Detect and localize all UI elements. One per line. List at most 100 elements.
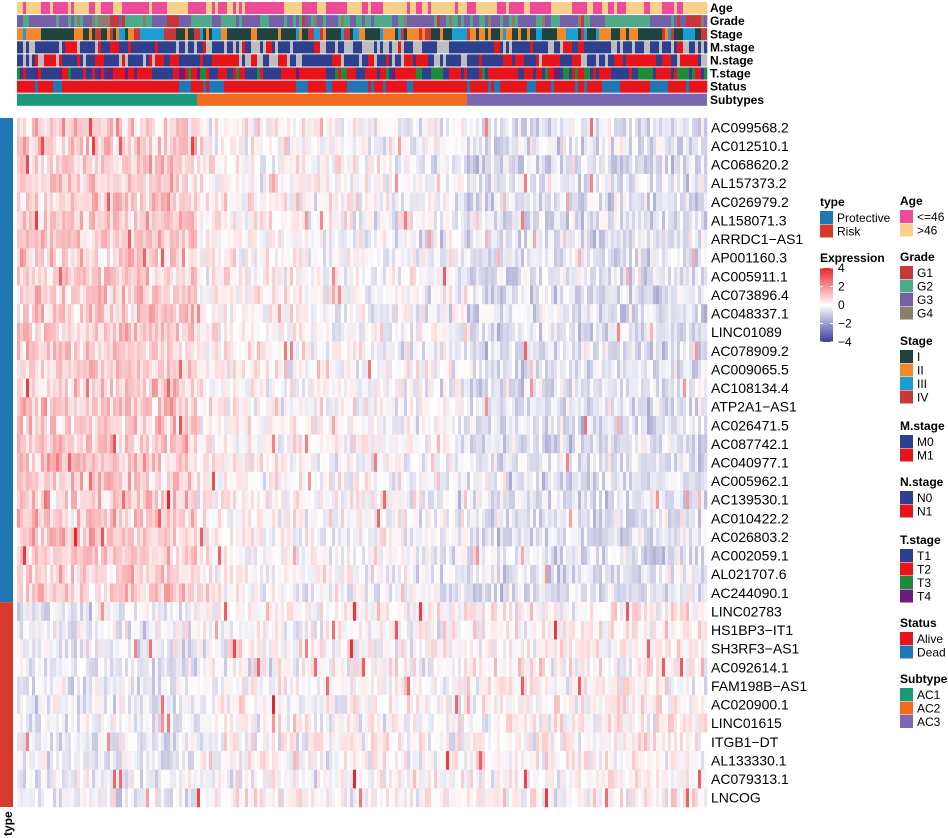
heatmap-cell	[191, 378, 195, 398]
heatmap-cell	[197, 192, 201, 212]
annotation-cell	[377, 2, 381, 15]
heatmap-cell	[440, 285, 444, 305]
heatmap-cell	[212, 322, 216, 342]
annotation-cell	[53, 28, 57, 41]
heatmap-cell	[44, 322, 48, 342]
heatmap-cell	[665, 285, 669, 305]
heatmap-cell	[302, 173, 306, 193]
heatmap-cell	[701, 360, 705, 379]
heatmap-cell	[452, 266, 456, 286]
heatmap-cell	[653, 360, 657, 379]
annotation-cell	[473, 41, 477, 54]
heatmap-cell	[383, 136, 387, 156]
annotation-cell	[635, 41, 639, 54]
annotation-cell	[143, 67, 147, 80]
annotation-cell	[149, 67, 153, 80]
heatmap-cell	[254, 173, 258, 193]
heatmap-cell	[314, 192, 318, 212]
annotation-cell	[371, 15, 375, 28]
annotation-cell	[665, 28, 669, 41]
annotation-cell	[659, 2, 663, 15]
heatmap-cell	[503, 155, 507, 175]
heatmap-cell	[272, 155, 276, 175]
heatmap-cell	[194, 341, 198, 361]
heatmap-cell	[32, 322, 36, 342]
heatmap-cell	[65, 304, 69, 324]
heatmap-cell	[20, 136, 24, 156]
annotation-cell	[554, 67, 558, 80]
heatmap-cell	[695, 341, 699, 361]
heatmap-cell	[488, 136, 492, 156]
annotation-cell	[50, 54, 54, 67]
heatmap-cell	[35, 248, 39, 268]
heatmap-cell	[173, 136, 177, 156]
annotation-cell	[452, 28, 456, 41]
heatmap-cell	[521, 285, 525, 305]
annotation-cell	[350, 28, 354, 41]
annotation-cell	[671, 41, 675, 54]
heatmap-cell	[176, 155, 180, 175]
heatmap-cell	[74, 211, 78, 231]
annotation-cell	[608, 28, 612, 41]
heatmap-cell	[173, 285, 177, 305]
annotation-cell	[458, 54, 462, 67]
heatmap-cell	[530, 155, 534, 175]
annotation-cell	[659, 67, 663, 80]
annotation-cell	[443, 80, 447, 93]
annotation-cell	[86, 15, 90, 28]
annotation-cell	[587, 2, 591, 15]
heatmap-cell	[407, 248, 411, 268]
annotation-cell	[116, 41, 120, 54]
heatmap-cell	[638, 266, 642, 286]
heatmap-cell	[620, 192, 624, 212]
annotation-cell	[17, 67, 21, 80]
annotation-cell	[407, 28, 411, 41]
heatmap-cell	[659, 155, 663, 175]
heatmap-cell	[143, 360, 147, 379]
heatmap-cell	[242, 136, 246, 156]
heatmap-cell	[260, 285, 264, 305]
annotation-cell	[98, 15, 102, 28]
annotation-cell	[35, 28, 39, 41]
heatmap-cell	[359, 322, 363, 342]
annotation-cell	[689, 54, 693, 67]
heatmap-cell	[611, 155, 615, 175]
heatmap-cell	[347, 285, 351, 305]
heatmap-cell	[110, 304, 114, 324]
annotation-cell	[407, 67, 411, 80]
heatmap-cell	[620, 248, 624, 268]
heatmap-cell	[125, 341, 129, 361]
annotation-cell	[320, 2, 324, 15]
heatmap-cell	[392, 155, 396, 175]
annotation-cell	[167, 28, 171, 41]
heatmap-cell	[473, 266, 477, 286]
heatmap-cell	[170, 378, 174, 398]
heatmap-cell	[383, 322, 387, 342]
annotation-cell	[548, 54, 552, 67]
annotation-cell	[578, 2, 582, 15]
annotation-cell	[152, 80, 156, 93]
heatmap-cell	[518, 266, 522, 286]
heatmap-cell	[44, 378, 48, 398]
heatmap-cell	[56, 211, 60, 231]
heatmap-cell	[446, 322, 450, 342]
annotation-cell	[248, 54, 252, 67]
heatmap-cell	[38, 155, 42, 175]
heatmap-cell	[80, 118, 84, 137]
heatmap-cell	[185, 285, 189, 305]
heatmap-cell	[407, 322, 411, 342]
heatmap-cell	[143, 378, 147, 398]
heatmap-cell	[644, 229, 648, 249]
annotation-cell	[413, 67, 417, 80]
heatmap-cell	[365, 322, 369, 342]
heatmap-cell	[275, 248, 279, 268]
heatmap-cell	[41, 229, 45, 249]
annotation-cell	[386, 67, 390, 80]
annotation-cell	[233, 2, 237, 15]
annotation-cell	[167, 54, 171, 67]
heatmap-cell	[173, 322, 177, 342]
heatmap-cell	[479, 229, 483, 249]
annotation-cell	[359, 54, 363, 67]
heatmap-cell	[503, 341, 507, 361]
heatmap-cell	[584, 192, 588, 212]
